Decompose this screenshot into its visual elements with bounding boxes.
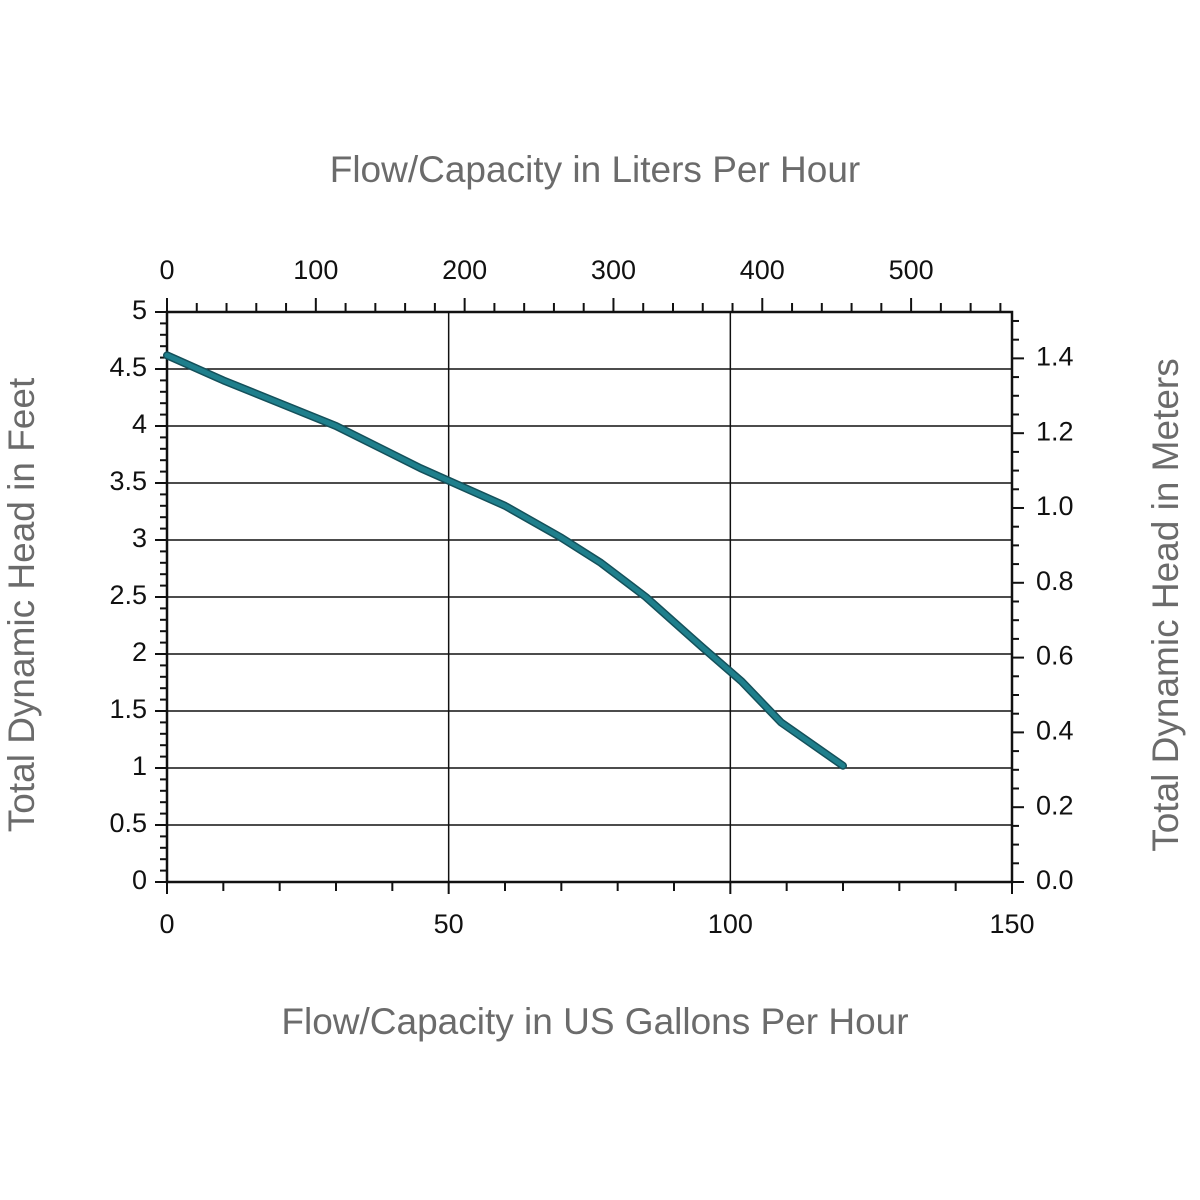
y2-tick-label: 1.2 (1036, 416, 1074, 446)
y2-tick-label: 1.4 (1036, 342, 1074, 372)
y-axis-title: Total Dynamic Head in Feet (1, 377, 42, 832)
y-tick-label: 5 (132, 295, 147, 325)
y-tick-label: 0 (132, 865, 147, 895)
x-tick-label: 0 (159, 909, 174, 939)
y-tick-label: 0.5 (109, 808, 147, 838)
x2-tick-label: 400 (740, 255, 785, 285)
y-tick-label: 3 (132, 523, 147, 553)
x-tick-label: 50 (434, 909, 464, 939)
x2-tick-label: 500 (889, 255, 934, 285)
y2-tick-label: 0.8 (1036, 566, 1074, 596)
y2-tick-label: 0.2 (1036, 790, 1074, 820)
curve-outline (163, 351, 847, 770)
y-tick-label: 2 (132, 637, 147, 667)
x-axis-title: Flow/Capacity in US Gallons Per Hour (281, 1001, 908, 1042)
curve (164, 352, 846, 769)
x2-tick-label: 200 (442, 255, 487, 285)
y-tick-label: 2.5 (109, 580, 147, 610)
y2-tick-label: 0.6 (1036, 641, 1074, 671)
y-tick-label: 4.5 (109, 352, 147, 382)
y-tick-label: 4 (132, 409, 147, 439)
x2-tick-label: 0 (159, 255, 174, 285)
x2-tick-label: 100 (293, 255, 338, 285)
y2-axis-title: Total Dynamic Head in Meters (1145, 358, 1186, 852)
y2-tick-label: 1.0 (1036, 491, 1074, 521)
y-tick-label: 3.5 (109, 466, 147, 496)
x-tick-label: 100 (708, 909, 753, 939)
y-tick-label: 1 (132, 751, 147, 781)
x2-tick-label: 300 (591, 255, 636, 285)
y2-tick-label: 0.0 (1036, 865, 1074, 895)
x-tick-label: 150 (989, 909, 1034, 939)
y-tick-label: 1.5 (109, 694, 147, 724)
top-axis-title: Flow/Capacity in Liters Per Hour (330, 149, 861, 190)
y2-tick-label: 0.4 (1036, 716, 1074, 746)
